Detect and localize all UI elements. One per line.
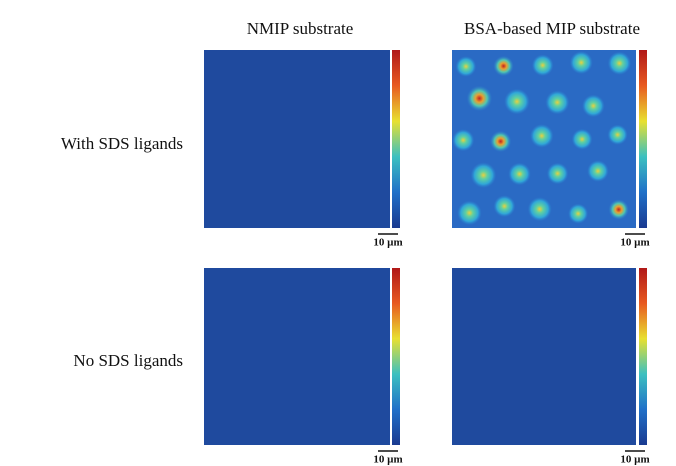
spot — [457, 201, 481, 225]
colorbar — [392, 268, 400, 445]
spot — [490, 131, 511, 152]
spot — [504, 89, 530, 115]
image-panel — [452, 268, 636, 445]
spot — [607, 125, 627, 145]
spot — [608, 199, 629, 220]
spot — [493, 56, 513, 76]
scale-bar-label: 10 µm — [373, 454, 402, 466]
spot — [508, 163, 531, 186]
spot — [608, 52, 631, 75]
spot — [528, 197, 552, 221]
spot — [530, 124, 554, 148]
spot — [570, 51, 593, 74]
spot — [452, 129, 474, 151]
spot — [467, 86, 493, 112]
row-label: With SDS ligands — [61, 134, 183, 153]
spot — [572, 129, 593, 150]
scale-bar-label: 10 µm — [373, 237, 402, 249]
scale-bar-label: 10 µm — [620, 237, 649, 249]
spot — [568, 204, 588, 224]
spot — [456, 56, 477, 77]
image-panel — [204, 50, 390, 228]
spot — [545, 90, 569, 114]
scale-bar-label: 10 µm — [620, 454, 649, 466]
spot — [587, 160, 609, 182]
spot — [532, 54, 554, 76]
spot — [471, 162, 497, 188]
row-label: No SDS ligands — [73, 351, 183, 370]
column-header: BSA-based MIP substrate — [464, 19, 640, 38]
colorbar — [639, 50, 647, 228]
spot — [582, 95, 605, 118]
colorbar — [639, 268, 647, 445]
image-panel — [204, 268, 390, 445]
spot — [493, 195, 515, 217]
spot — [547, 163, 569, 185]
colorbar — [392, 50, 400, 228]
figure: NMIP substrate BSA-based MIP substrate W… — [0, 0, 676, 466]
column-header: NMIP substrate — [247, 19, 354, 38]
